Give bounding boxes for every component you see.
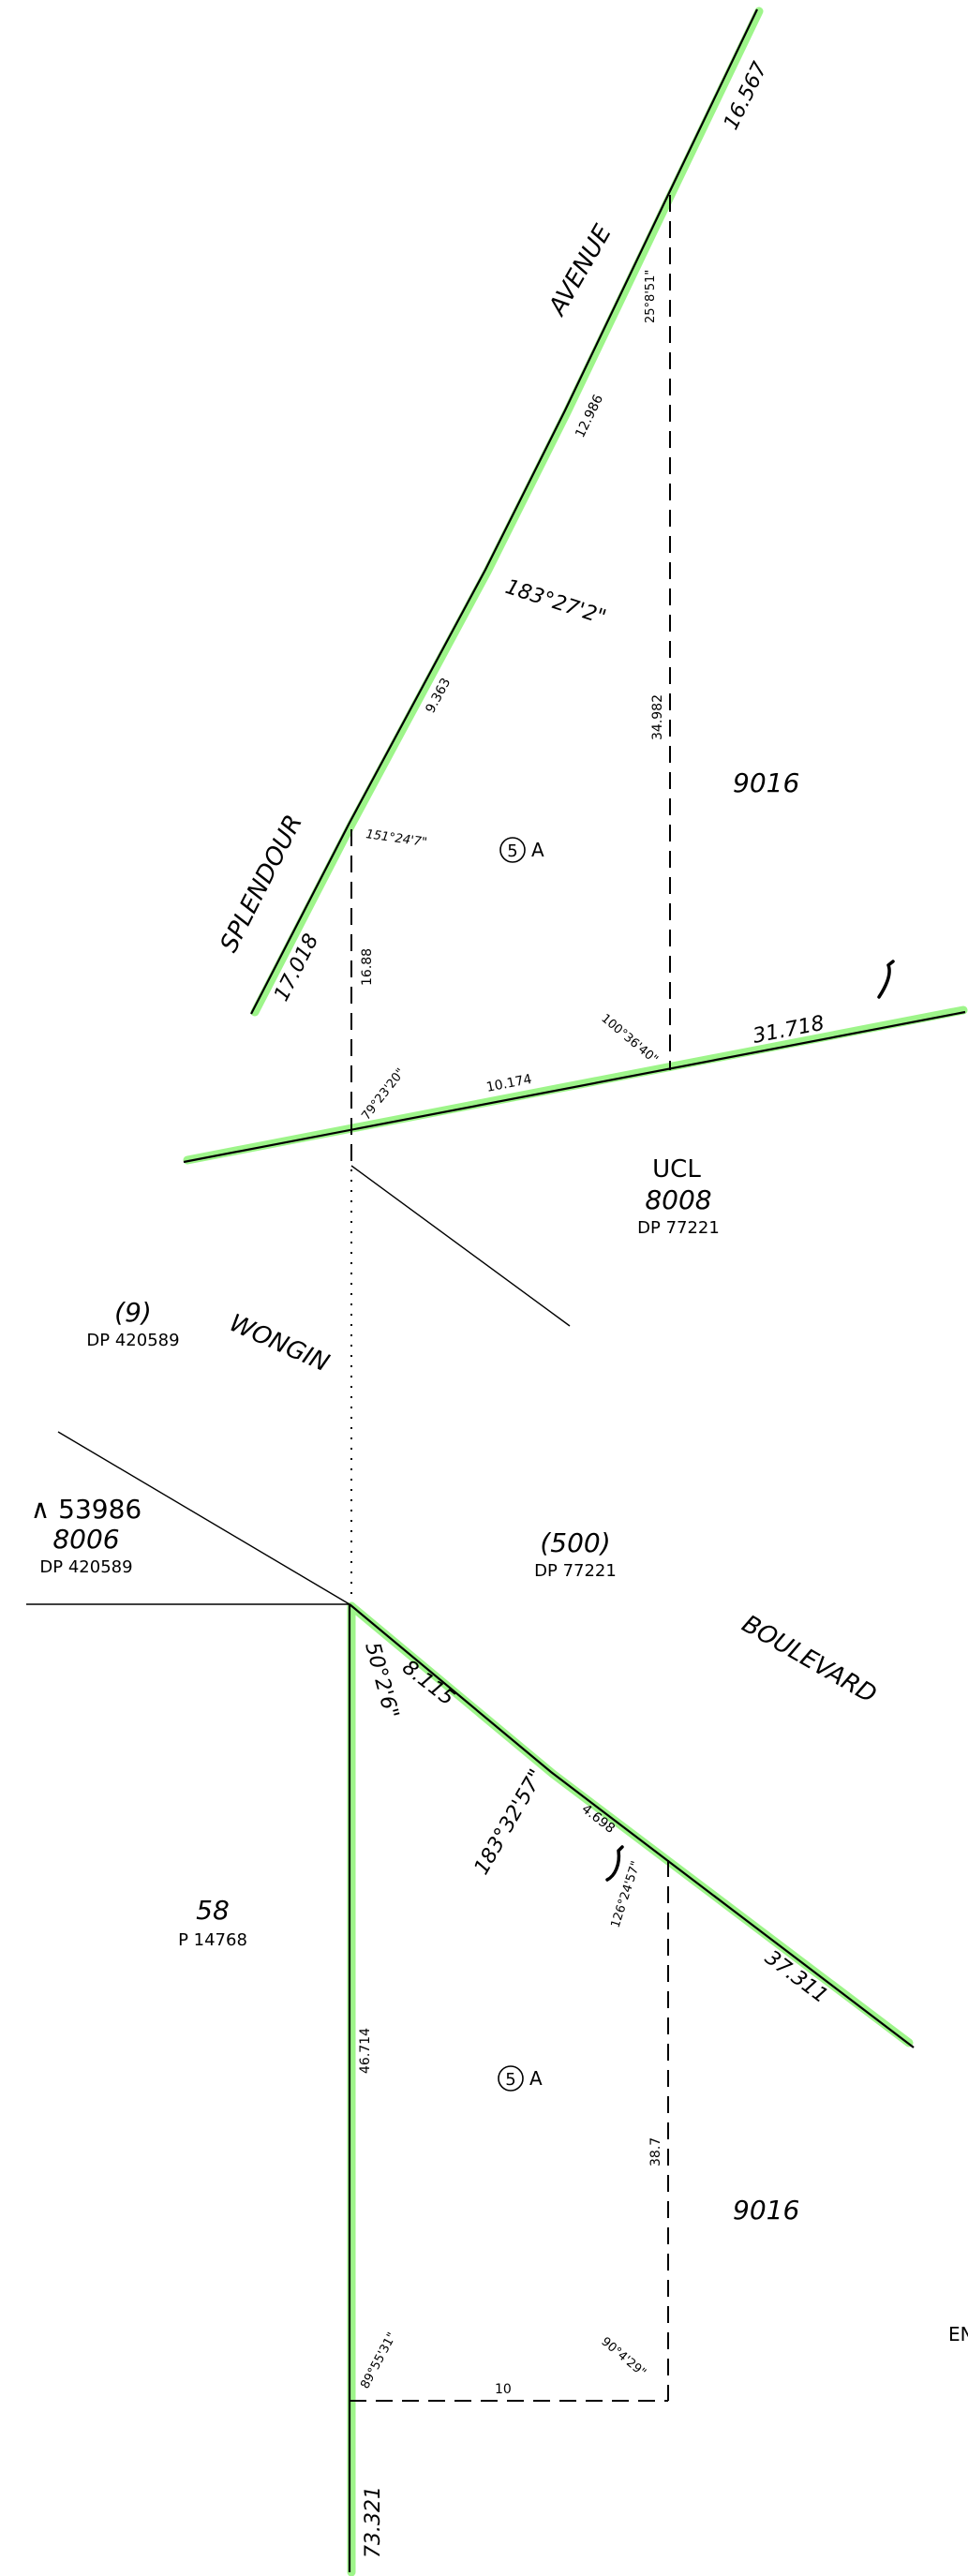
bearing-100-36-40: 100°36'40" (598, 1012, 660, 1067)
bearing-126-24-57: 126°24'57" (609, 1859, 644, 1929)
plan-dp-420589-lot8006: DP 420589 (39, 1557, 132, 1577)
bearing-50-2-6: 50°2'6" (360, 1640, 403, 1721)
bearing-151-24-7: 151°24'7" (365, 827, 427, 850)
dim-12-986: 12.986 (573, 393, 606, 440)
plan-dp-77221-ucl: DP 77221 (637, 1218, 720, 1238)
dim-34-982: 34.982 (650, 694, 665, 740)
easement-letter: A (531, 839, 544, 861)
easement-number: 5 (505, 2070, 515, 2090)
lot-9016-upper: 9016 (733, 767, 799, 798)
dim-73-321: 73.321 (362, 2486, 385, 2558)
bearing-79-23-20: 79°23'20" (359, 1065, 408, 1123)
bearing-25-8-51: 25°8'51" (644, 270, 658, 323)
bearing-183-32-57: 183°32'57" (470, 1765, 549, 1879)
road-boulevard: BOULEVARD (737, 1610, 882, 1709)
lot-9016-lower: 9016 (733, 2195, 799, 2226)
lot-8006: 8006 (52, 1524, 119, 1555)
adjoining-lines (26, 1165, 571, 1605)
dim-16-88: 16.88 (360, 948, 375, 986)
connector-symbol-upper (877, 960, 895, 999)
dim-10: 10 (495, 2382, 512, 2397)
easement-number: 5 (507, 841, 517, 861)
easement-marker-lower: 5 A (498, 2065, 543, 2092)
plan-p-14768: P 14768 (178, 1930, 247, 1950)
plan-dp-420589-lot9: DP 420589 (86, 1331, 179, 1350)
lot-58: 58 (196, 1895, 230, 1926)
bearing-90-4-29: 90°4'29" (598, 2335, 648, 2380)
lot-500: (500) (540, 1527, 610, 1558)
plan-dp-77221-lot500: DP 77221 (534, 1561, 617, 1581)
connector-symbol-lower (605, 1845, 624, 1882)
bearing-183-27-2: 183°27'2" (502, 575, 608, 630)
road-wongin: WONGIN (225, 1309, 333, 1377)
dim-38-7: 38.7 (648, 2137, 663, 2167)
boundary-lines (183, 8, 966, 2572)
lot-8006-prefix: ∧ 53986 (31, 1494, 141, 1525)
ucl-label: UCL (652, 1155, 701, 1184)
easement-letter: A (529, 2067, 543, 2090)
road-avenue: AVENUE (543, 220, 618, 322)
lot-9: (9) (114, 1297, 152, 1328)
bearing-89-55-31: 89°55'31" (358, 2330, 399, 2391)
dashed-lines (350, 195, 671, 2402)
road-cut-label: EN (948, 2323, 968, 2345)
boundary-highlight (183, 7, 968, 2576)
easement-marker-upper: 5 A (499, 837, 544, 863)
dim-46-714: 46.714 (358, 2028, 373, 2074)
lot-8008: 8008 (645, 1184, 711, 1215)
